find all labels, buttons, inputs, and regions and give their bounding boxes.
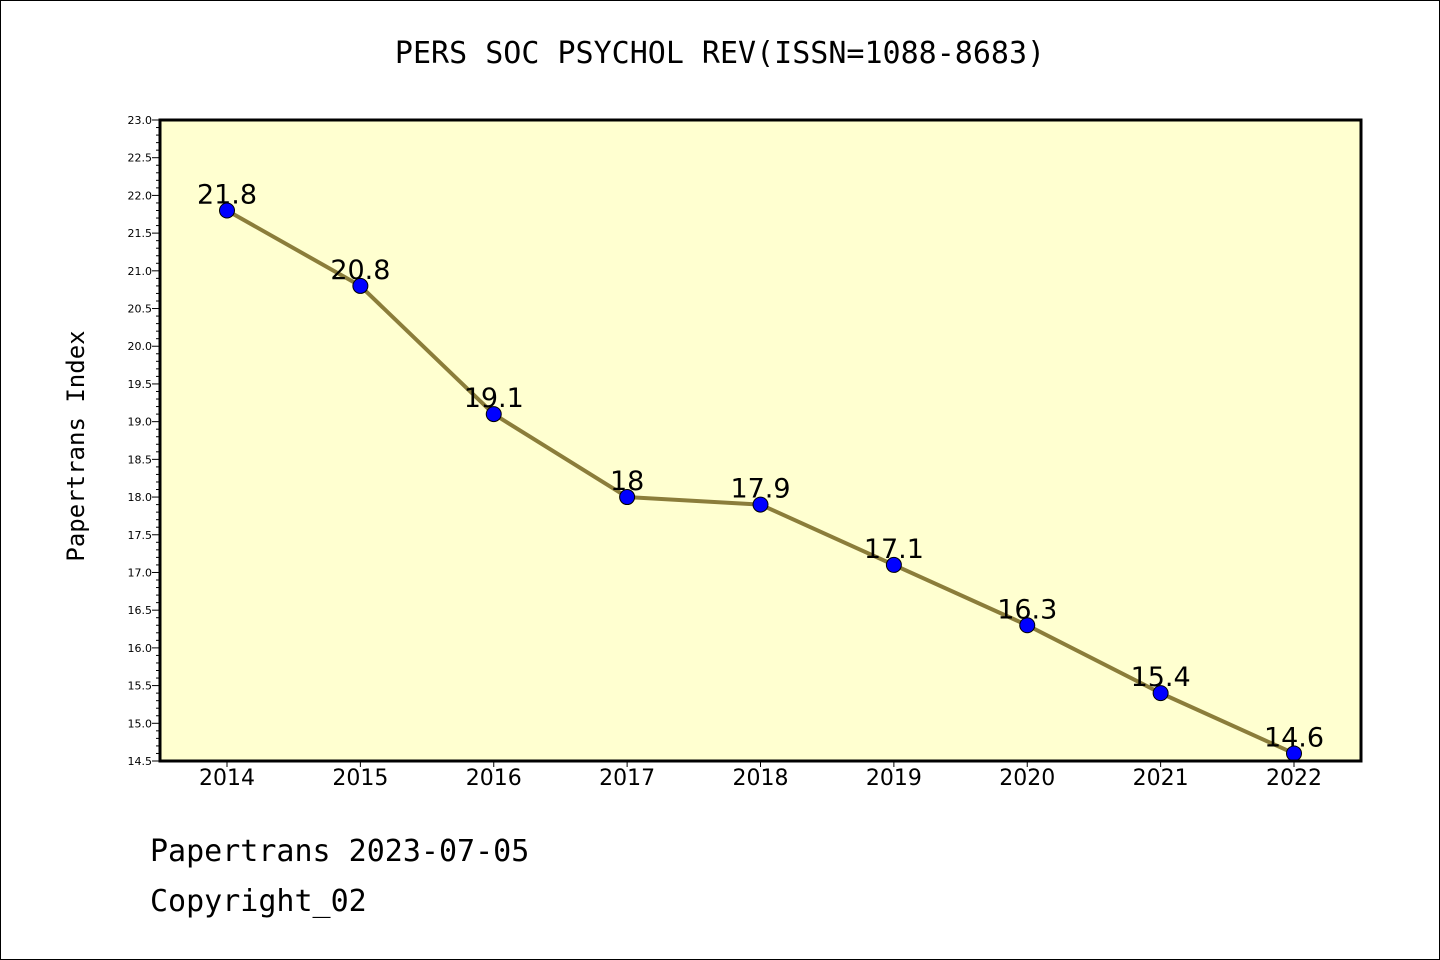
y-tick-label: 16.5 <box>128 604 153 617</box>
footer-copyright: Copyright_02 <box>150 884 367 919</box>
x-tick-label: 2018 <box>733 766 789 791</box>
chart-title: PERS SOC PSYCHOL REV(ISSN=1088-8683) <box>394 36 1046 71</box>
data-label: 19.1 <box>464 383 524 414</box>
data-point <box>885 556 902 573</box>
y-tick-label: 20.5 <box>128 303 153 316</box>
data-label: 17.9 <box>730 474 790 505</box>
y-tick-label: 20.0 <box>128 340 153 353</box>
data-point <box>1019 617 1036 634</box>
data-label: 17.1 <box>864 534 924 565</box>
y-tick-label: 21.0 <box>128 265 153 278</box>
y-tick-label: 19.5 <box>128 378 153 391</box>
y-tick-label: 19.0 <box>128 416 153 429</box>
data-label: 15.4 <box>1131 662 1191 693</box>
y-tick-label: 14.5 <box>128 755 153 768</box>
data-label: 18 <box>610 466 644 497</box>
y-tick-label: 15.5 <box>128 680 153 693</box>
plot-area <box>160 120 1361 761</box>
x-tick-label: 2017 <box>599 766 655 791</box>
y-tick-label: 17.0 <box>128 566 153 579</box>
x-tick-label: 2019 <box>866 766 922 791</box>
data-label: 21.8 <box>197 179 257 210</box>
data-point <box>485 406 502 423</box>
data-point <box>619 489 636 506</box>
data-label: 14.6 <box>1264 722 1324 753</box>
y-tick-label: 16.0 <box>128 642 153 655</box>
x-tick-label: 2016 <box>466 766 522 791</box>
data-point <box>752 496 769 513</box>
footer-date: Papertrans 2023-07-05 <box>150 834 530 869</box>
y-tick-label: 18.0 <box>128 491 153 504</box>
x-tick-label: 2021 <box>1133 766 1189 791</box>
y-tick-label: 21.5 <box>128 227 153 240</box>
data-point <box>219 202 235 219</box>
y-tick-label: 23.0 <box>128 114 153 127</box>
y-tick-label: 15.0 <box>128 717 153 730</box>
data-label: 16.3 <box>997 594 1057 625</box>
x-tick-label: 2020 <box>999 766 1055 791</box>
x-tick-label: 2014 <box>199 766 255 791</box>
y-tick-label: 17.5 <box>128 529 153 542</box>
data-point <box>352 277 369 294</box>
x-tick-label: 2022 <box>1266 766 1322 791</box>
data-label: 20.8 <box>330 255 390 286</box>
data-point <box>1152 685 1169 702</box>
y-tick-label: 18.5 <box>128 453 153 466</box>
y-tick-label: 22.5 <box>128 152 153 165</box>
y-tick-label: 22.0 <box>128 189 153 202</box>
plot-border <box>158 118 1363 763</box>
x-tick-label: 2015 <box>332 766 388 791</box>
